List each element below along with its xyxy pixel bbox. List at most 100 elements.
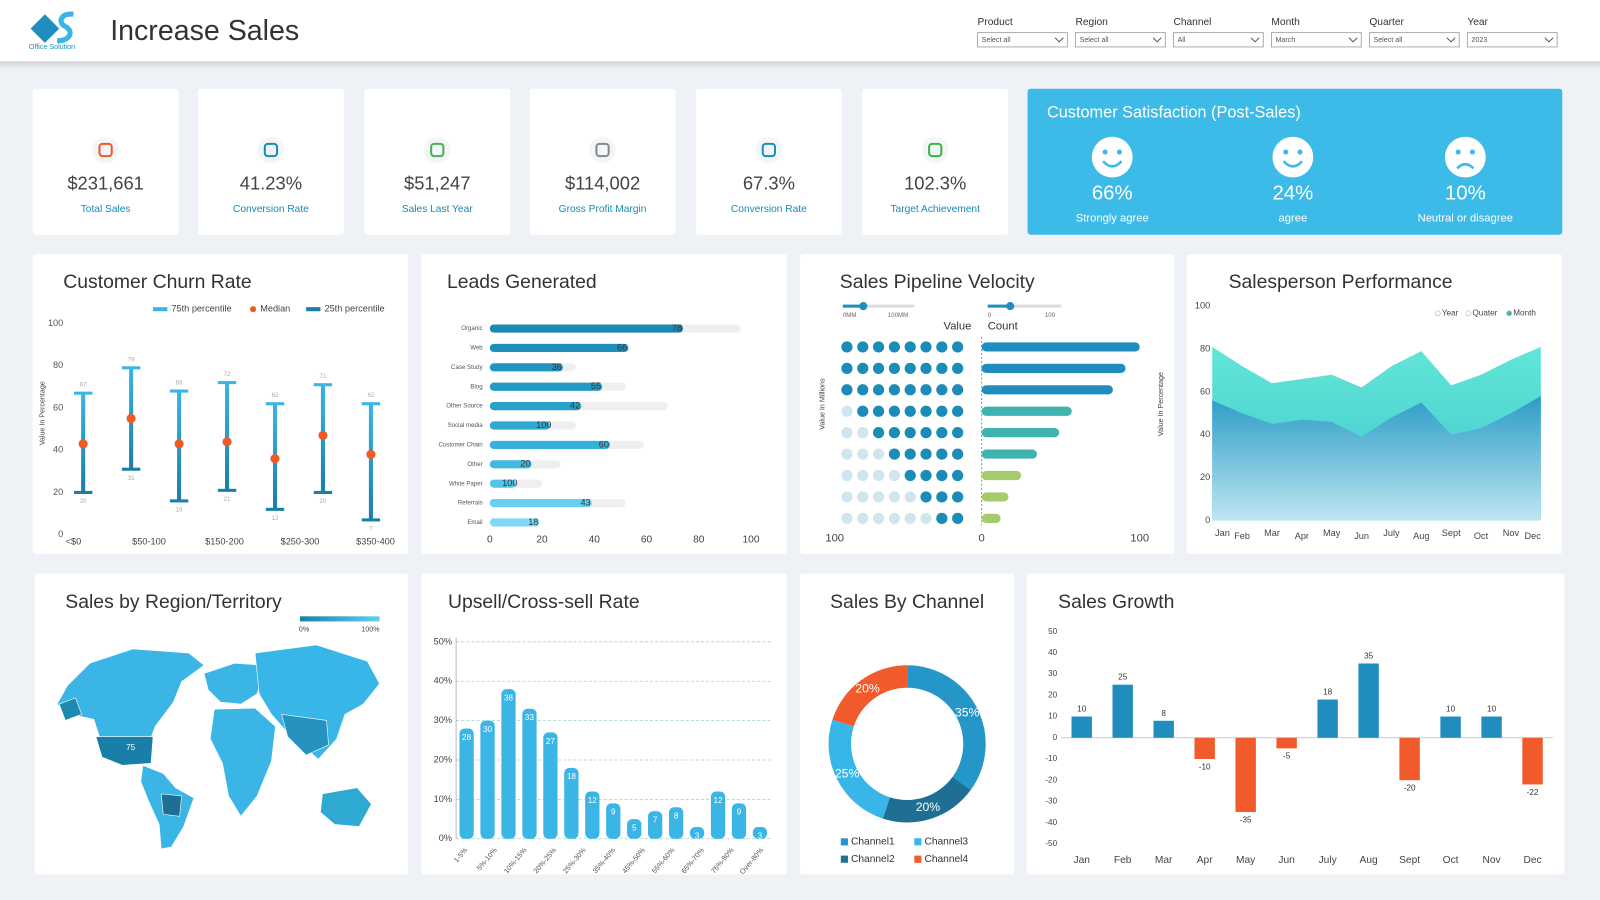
filter-dropdown[interactable] xyxy=(977,32,1068,48)
value-dot xyxy=(857,362,869,374)
bar-label: 38 xyxy=(504,693,514,702)
bar-label: 9 xyxy=(611,808,616,817)
filter-label: Channel xyxy=(1173,17,1211,28)
range-label: 20 xyxy=(80,498,87,505)
bar-label: 36 xyxy=(552,362,562,372)
filter-value: March xyxy=(1276,36,1296,44)
legend-max: 100% xyxy=(361,625,380,633)
value-dot xyxy=(841,427,853,439)
filter-dropdown[interactable] xyxy=(1368,32,1460,48)
kpi-icon-bg xyxy=(755,136,783,164)
x-tick-label: Mar xyxy=(1155,855,1173,866)
filter-value: Select all xyxy=(982,36,1011,44)
dropdown-chevron xyxy=(1348,37,1358,43)
value-dot xyxy=(888,384,900,396)
column-header: Value xyxy=(944,320,972,332)
filter-dropdown[interactable] xyxy=(1271,32,1362,48)
x-tick-label: Apr xyxy=(1197,855,1213,866)
count-bar xyxy=(981,363,1126,373)
legend-label: Median xyxy=(260,304,290,314)
chart-title: Sales by Region/Territory xyxy=(65,591,282,613)
value-dot xyxy=(920,491,932,503)
value-dot xyxy=(888,405,900,417)
slider-knob[interactable] xyxy=(859,302,868,311)
value-dot xyxy=(936,384,948,396)
range-cap-top xyxy=(121,366,141,370)
value-dot xyxy=(920,512,932,524)
bar xyxy=(668,807,684,839)
dropdown-chevron xyxy=(1152,37,1162,43)
kpi-label: Gross Profit Margin xyxy=(559,204,647,215)
bar xyxy=(489,324,684,333)
face xyxy=(1091,136,1133,178)
value-dot xyxy=(952,384,964,396)
bar-label: -35 xyxy=(1240,815,1252,824)
bar-label: 78 xyxy=(672,323,682,333)
legend-radio[interactable] xyxy=(1465,310,1472,317)
count-bar xyxy=(981,428,1060,438)
filter-label: Quarter xyxy=(1369,17,1404,28)
bar-label: 8 xyxy=(1161,709,1166,718)
range-cap-bottom xyxy=(73,490,93,494)
legend-label: Month xyxy=(1513,308,1536,317)
filter-dropdown[interactable] xyxy=(1075,32,1166,48)
filter-label: Region xyxy=(1076,17,1108,28)
range-cap-bottom xyxy=(265,507,285,511)
donut-slice xyxy=(828,719,890,819)
y-tick-label: 80 xyxy=(53,360,63,370)
bar-label: 18 xyxy=(1323,688,1333,697)
bar-label: 100 xyxy=(536,420,551,430)
card xyxy=(800,254,1175,555)
map-region xyxy=(203,662,266,705)
bar xyxy=(489,402,582,411)
value-dot xyxy=(904,491,916,503)
y-tick-label: 50 xyxy=(1048,627,1058,636)
bar xyxy=(1153,720,1174,738)
range-label: 72 xyxy=(224,371,231,378)
x-tick-label: Dec xyxy=(1524,531,1541,541)
x-tick-label: <$0 xyxy=(66,536,82,546)
x-tick-label: Oct xyxy=(1474,531,1489,541)
value-dot xyxy=(952,448,964,460)
kpi-icon xyxy=(263,142,279,158)
bar xyxy=(564,767,579,839)
range-cap-bottom xyxy=(169,499,189,503)
legend-radio[interactable] xyxy=(1506,310,1513,317)
legend-swatch xyxy=(153,307,168,312)
x-tick-label: 40 xyxy=(589,534,601,545)
value-dot xyxy=(872,341,885,353)
filter-dropdown[interactable] xyxy=(1466,32,1558,48)
face-eye xyxy=(1469,149,1475,155)
y-tick-label: -20 xyxy=(1045,775,1057,784)
value-dot xyxy=(952,469,964,482)
chart-title: Customer Churn Rate xyxy=(63,271,251,293)
filter-dropdown[interactable] xyxy=(1173,32,1264,48)
value-dot xyxy=(872,362,885,374)
bar-label: 60 xyxy=(599,439,609,449)
y-tick-label: 100 xyxy=(1195,301,1210,311)
x-tick-label: Oct xyxy=(1443,855,1459,866)
range-label: 21 xyxy=(224,496,231,503)
filter-value: 2023 xyxy=(1471,36,1487,44)
value-dot xyxy=(888,341,900,353)
kpi-icon xyxy=(928,142,943,158)
x-tick-label: Sept xyxy=(1399,855,1420,866)
y-tick-label: 30% xyxy=(434,715,452,725)
satisfaction-label: Strongly agree xyxy=(1076,212,1149,224)
x-tick-label: Jun xyxy=(1278,855,1294,866)
legend-radio[interactable] xyxy=(1434,310,1441,317)
legend-label: Channel3 xyxy=(924,837,968,848)
bar xyxy=(627,819,642,839)
slider-max: 100MM xyxy=(888,312,908,319)
chart-title: Sales By Channel xyxy=(830,591,984,613)
logo-s xyxy=(56,11,74,44)
category-label: White Paper xyxy=(449,480,483,487)
legend-swatch xyxy=(914,855,922,863)
card xyxy=(32,254,409,555)
bar xyxy=(489,343,629,353)
slider-knob[interactable] xyxy=(1006,302,1015,311)
y-axis-label: Value In Percentage xyxy=(1157,372,1165,436)
legend-label: Year xyxy=(1442,308,1459,317)
bar xyxy=(1481,716,1502,738)
